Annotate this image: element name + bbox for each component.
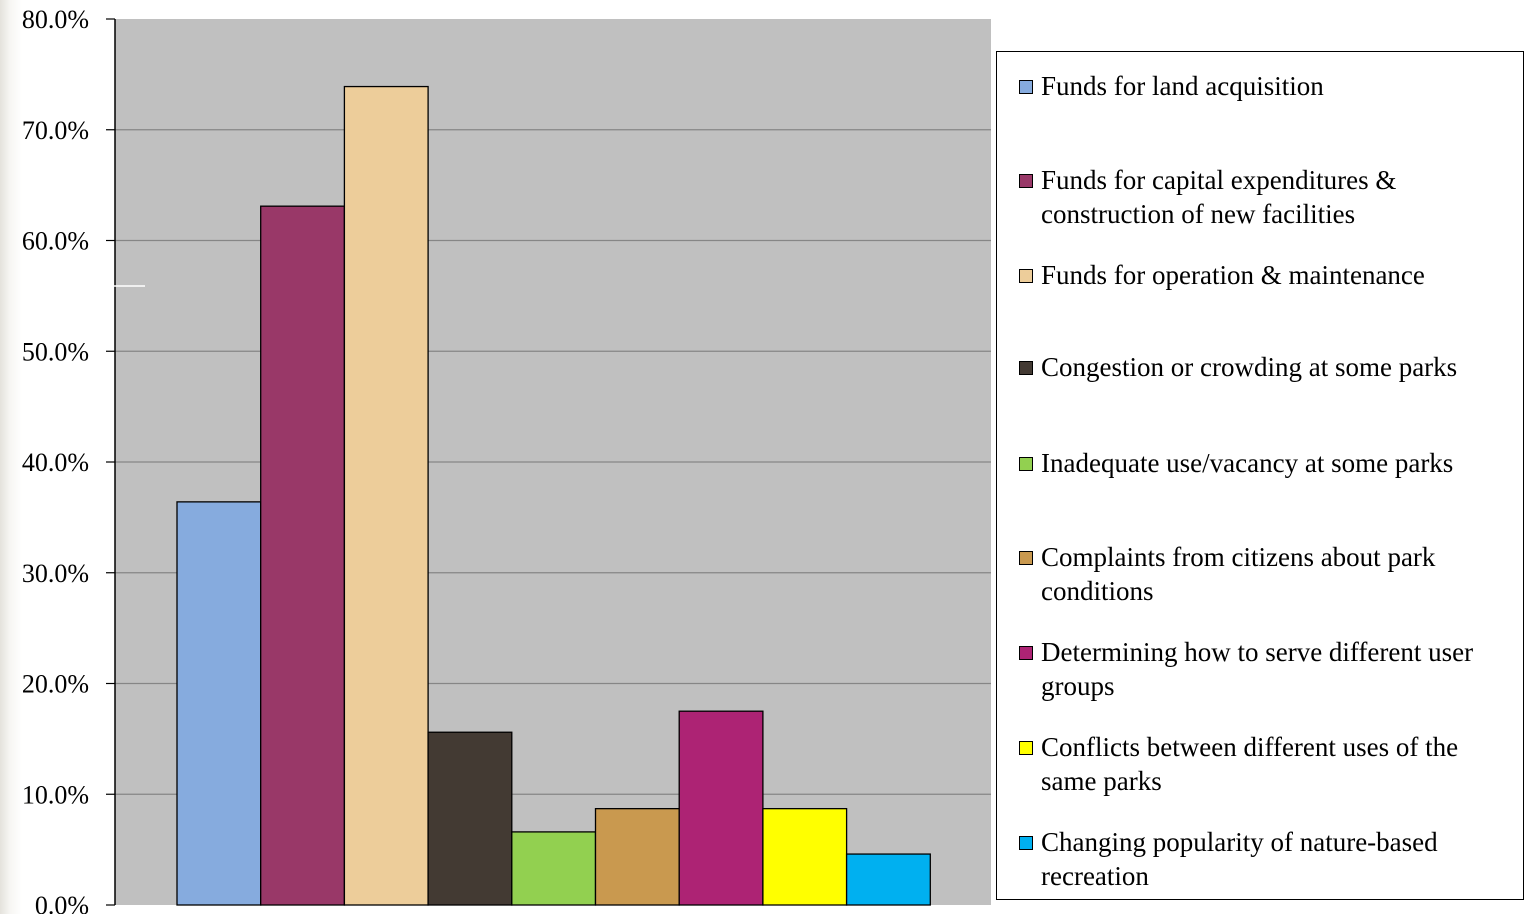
legend-item: Funds for land acquisition bbox=[1019, 69, 1519, 103]
bar bbox=[343, 85, 429, 906]
bar bbox=[427, 731, 513, 906]
y-axis: 0.0% 10.0% 20.0% 30.0% 40.0% 50.0% 60.0% 70.0% 8… bbox=[22, 5, 145, 914]
legend-item: Funds for capital expenditures & construc… bbox=[1019, 163, 1519, 231]
legend-label: groups bbox=[1041, 671, 1115, 701]
y-tick-label: 0.0% bbox=[35, 891, 89, 914]
legend-swatch bbox=[1019, 269, 1033, 283]
bar bbox=[511, 831, 597, 906]
legend-item: Congestion or crowding at some parks bbox=[1019, 350, 1519, 384]
legend-item: Conflicts between different uses of the s… bbox=[1019, 730, 1519, 798]
bars bbox=[176, 85, 931, 906]
legend-label: Funds for capital expenditures & bbox=[1041, 165, 1397, 195]
bar bbox=[845, 853, 931, 906]
y-tick-label: 10.0% bbox=[22, 780, 89, 809]
legend-item: Complaints from citizens about park condi… bbox=[1019, 540, 1519, 608]
legend-label: construction of new facilities bbox=[1041, 199, 1356, 229]
bar bbox=[260, 205, 346, 906]
legend-item: Changing popularity of nature-based recre… bbox=[1019, 825, 1519, 893]
legend-swatch bbox=[1019, 80, 1033, 94]
bar bbox=[762, 807, 848, 906]
legend-label: same parks bbox=[1041, 766, 1162, 796]
bar bbox=[594, 807, 680, 906]
y-tick-label: 70.0% bbox=[22, 116, 89, 145]
legend-label: Complaints from citizens about park bbox=[1041, 542, 1436, 572]
legend-label: Congestion or crowding at some parks bbox=[1041, 352, 1458, 382]
legend-swatch bbox=[1019, 457, 1033, 471]
legend-label: Conflicts between different uses of the bbox=[1041, 732, 1459, 762]
y-tick-label: 50.0% bbox=[22, 337, 89, 366]
legend-label: Determining how to serve different user bbox=[1041, 637, 1474, 667]
legend-item: Determining how to serve different user g… bbox=[1019, 635, 1519, 703]
legend-label: Changing popularity of nature-based bbox=[1041, 827, 1438, 857]
legend-item: Funds for operation & maintenance bbox=[1019, 258, 1519, 292]
y-tick-label: 60.0% bbox=[22, 227, 89, 256]
y-tick-label: 20.0% bbox=[22, 670, 89, 699]
bar bbox=[176, 501, 262, 906]
y-tick-label: 30.0% bbox=[22, 559, 89, 588]
legend-label: Funds for operation & maintenance bbox=[1041, 260, 1425, 290]
legend-label: conditions bbox=[1041, 576, 1154, 606]
legend: Funds for land acquisition Funds for capi… bbox=[996, 51, 1524, 900]
legend-swatch bbox=[1019, 361, 1033, 375]
legend-swatch bbox=[1019, 174, 1033, 188]
legend-swatch bbox=[1019, 551, 1033, 565]
y-tick-label: 80.0% bbox=[22, 5, 89, 34]
legend-swatch bbox=[1019, 741, 1033, 755]
legend-item: Inadequate use/vacancy at some parks bbox=[1019, 446, 1519, 480]
legend-label: Inadequate use/vacancy at some parks bbox=[1041, 448, 1454, 478]
y-tick-label: 40.0% bbox=[22, 448, 89, 477]
legend-label: recreation bbox=[1041, 861, 1149, 891]
legend-label: Funds for land acquisition bbox=[1041, 71, 1324, 101]
legend-swatch bbox=[1019, 646, 1033, 660]
legend-swatch bbox=[1019, 836, 1033, 850]
bar bbox=[678, 710, 764, 906]
